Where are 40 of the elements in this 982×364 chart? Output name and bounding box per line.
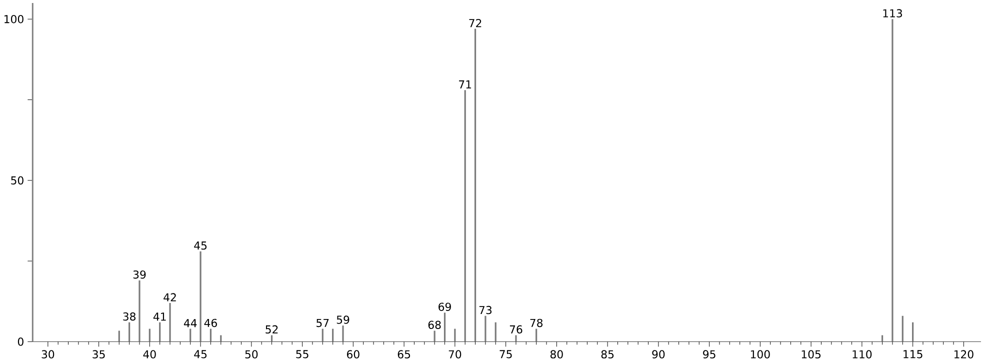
annotation: 46 [204, 319, 217, 328]
annotation: 73 [479, 306, 492, 314]
annotation: 52 [266, 325, 278, 334]
annotation: 39 [133, 270, 146, 279]
x-tick-label: 90 [652, 350, 665, 359]
x-tick-label: 95 [703, 350, 716, 359]
annotation: 45 [194, 242, 207, 250]
x-tick-label: 75 [500, 350, 512, 358]
annotation: 44 [184, 319, 197, 328]
annotation: 113 [883, 9, 902, 18]
x-tick-label: 120 [954, 350, 974, 359]
annotation: 59 [336, 316, 350, 324]
x-tick-label: 85 [601, 350, 614, 359]
annotation: 72 [469, 19, 482, 28]
annotation: 38 [123, 312, 136, 321]
y-tick-label: 0 [18, 338, 24, 346]
annotation: 78 [530, 319, 543, 328]
annotation: 68 [428, 320, 441, 330]
x-tick-label: 70 [448, 350, 462, 359]
x-tick-label: 60 [346, 350, 360, 359]
x-tick-label: 35 [92, 350, 105, 359]
x-tick-label: 65 [398, 350, 410, 359]
x-tick-label: 30 [42, 350, 54, 359]
annotation: 41 [153, 312, 166, 321]
y-tick-label: 50 [11, 176, 24, 185]
x-tick-label: 105 [802, 350, 821, 359]
annotation: 76 [510, 325, 522, 334]
y-tick-label: 100 [4, 15, 24, 24]
x-tick-label: 50 [245, 350, 258, 359]
x-tick-label: 100 [750, 350, 770, 359]
x-tick-label: 110 [852, 350, 872, 359]
annotation: 69 [438, 302, 451, 312]
x-tick-label: 45 [194, 350, 207, 358]
annotation: 42 [164, 293, 176, 302]
x-tick-label: 115 [904, 350, 922, 358]
annotation: 57 [316, 319, 329, 328]
x-tick-label: 40 [143, 350, 156, 359]
annotation: 71 [459, 80, 472, 89]
x-tick-label: 55 [296, 350, 308, 358]
x-tick-label: 80 [550, 350, 563, 359]
